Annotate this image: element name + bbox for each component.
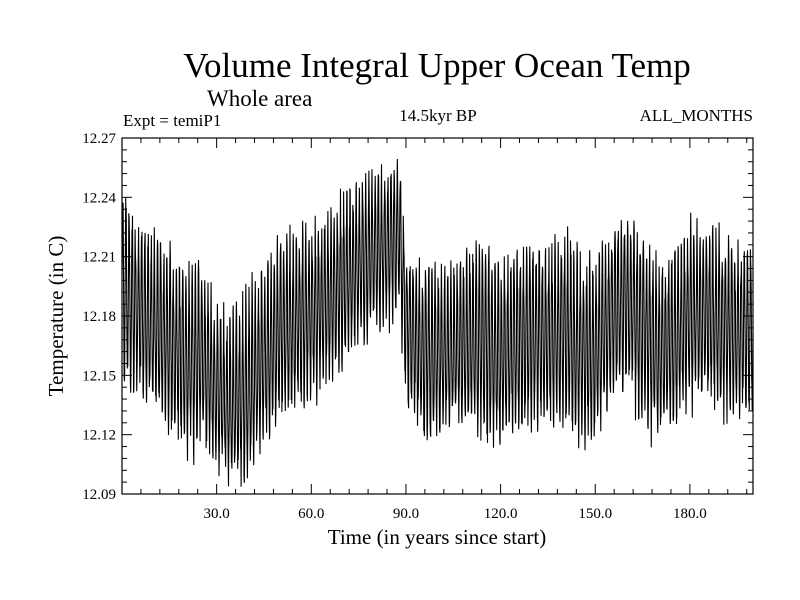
x-axis-ticks: 30.0 60.0 90.0 120.0 150.0 180.0 — [140, 138, 748, 522]
y-tick-label: 12.09 — [82, 487, 116, 503]
y-axis-label: Temperature (in C) — [44, 236, 68, 397]
plot-area: 30.0 60.0 90.0 120.0 150.0 180.0 12.0912.1212… — [82, 131, 754, 522]
experiment-label: Expt = temiP1 — [123, 111, 221, 130]
y-axis-ticks: 12.09 12.12 12.15 12.18 12.21 12.24 12.27 — [82, 131, 753, 503]
x-tick-label: 30.0 — [204, 506, 230, 522]
y-tick-label: 12.21 — [82, 250, 116, 266]
y-tick-label: 12.12 — [82, 428, 116, 444]
x-tick-label: 60.0 — [298, 506, 324, 522]
period-label: 14.5kyr BP — [399, 106, 476, 125]
y-tick-label: 12.18 — [82, 309, 116, 325]
series-layer — [121, 158, 754, 487]
x-tick-label: 90.0 — [393, 506, 419, 522]
x-tick-label: 150.0 — [578, 506, 612, 522]
chart-title: Volume Integral Upper Ocean Temp — [183, 46, 690, 85]
y-tick-label: 12.15 — [82, 368, 116, 384]
x-tick-label: 120.0 — [484, 506, 518, 522]
months-label: ALL_MONTHS — [640, 106, 753, 125]
x-axis-label: Time (in years since start) — [328, 525, 547, 549]
y-tick-label: 12.24 — [82, 190, 116, 206]
temperature-series-line — [121, 158, 754, 487]
x-tick-label: 180.0 — [673, 506, 707, 522]
y-tick-label: 12.27 — [82, 131, 116, 147]
chart-subtitle: Whole area — [207, 86, 312, 111]
